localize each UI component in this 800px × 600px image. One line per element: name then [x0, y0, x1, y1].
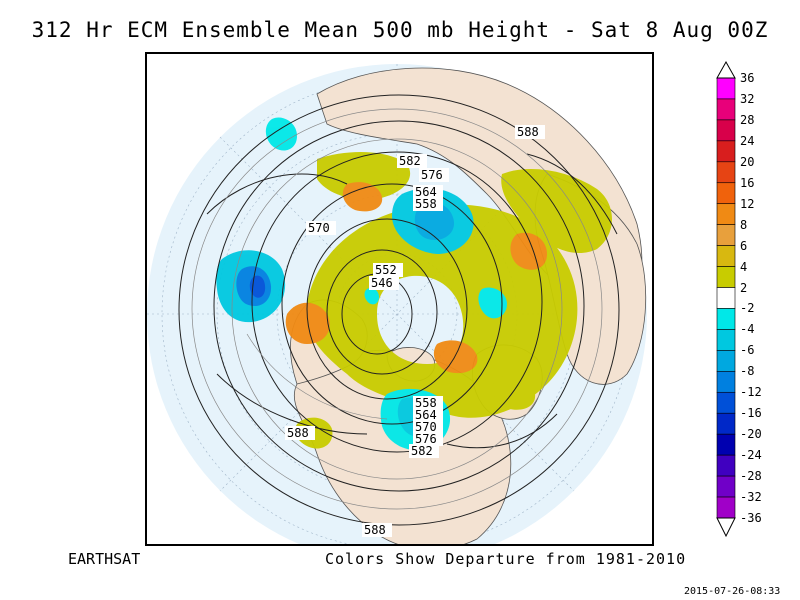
legend-tick-label: 12: [740, 196, 755, 211]
legend-color-swatch: [716, 329, 736, 351]
legend-tick-label: -32: [740, 490, 762, 505]
legend-color-swatch: [716, 496, 736, 519]
colors-note: Colors Show Departure from 1981-2010: [325, 550, 687, 568]
legend-color-swatch: [716, 475, 736, 498]
legend-tick-label: -6: [740, 343, 755, 358]
legend-tick-label: -8: [740, 364, 755, 379]
legend-tick-label: 6: [740, 238, 748, 253]
contour-label: 570: [415, 420, 437, 434]
contour-label: 546: [371, 276, 393, 290]
contour-label: 588: [287, 426, 309, 440]
contour-label: 552: [375, 263, 397, 277]
legend-tick-label: 16: [740, 175, 755, 190]
legend-tick-label: -16: [740, 406, 762, 421]
legend-tick-label: 24: [740, 133, 755, 148]
contour-label: 582: [411, 444, 433, 458]
legend-color-swatch: [716, 433, 736, 456]
contour-label: 576: [421, 168, 443, 182]
legend-tick-label: -12: [740, 385, 762, 400]
polar-map: 588 582 576 564 558 570 552 546 588 558 …: [145, 52, 654, 546]
legend-tick-label: -4: [740, 322, 755, 337]
legend-tick-label: 4: [740, 259, 748, 274]
legend-color-swatch: [716, 98, 736, 121]
legend-color-swatch: [716, 245, 736, 267]
contour-label: 558: [415, 396, 437, 410]
color-legend: 36 32 28 24 20 16 12 8 6 4 2 -2 -4 -6 -8 -12 -16 -20 -24 -2…: [716, 60, 796, 540]
legend-color-swatch: [716, 224, 736, 246]
legend-color-swatch: [716, 371, 736, 393]
contour-label-group: 588 582 576 564 558 570 552 546 588 558 …: [285, 125, 545, 537]
legend-tick-label: -2: [740, 301, 755, 316]
legend-color-swatch: [716, 77, 736, 100]
legend-tick-label: 2: [740, 280, 748, 295]
legend-tick-label: 28: [740, 112, 755, 127]
legend-color-swatch: [716, 266, 736, 288]
legend-color-swatch: [716, 182, 736, 205]
legend-arrow-top-icon: [716, 60, 736, 79]
map-title: 312 Hr ECM Ensemble Mean 500 mb Height -…: [31, 18, 769, 42]
timestamp: 2015-07-26-08:33: [684, 586, 781, 597]
legend-color-swatch: [716, 119, 736, 142]
contour-label: 564: [415, 185, 437, 199]
contour-label: 582: [399, 154, 421, 168]
legend-tick-label: 8: [740, 217, 748, 232]
legend-color-swatch: [716, 454, 736, 477]
brand-label: EARTHSAT: [68, 550, 141, 568]
legend-tick-label: -36: [740, 511, 762, 525]
color-legend-bar: [716, 60, 736, 538]
legend-arrow-bottom-icon: [716, 517, 736, 538]
contour-label: 564: [415, 408, 437, 422]
contour-label: 588: [364, 523, 386, 537]
height-contours: [178, 94, 620, 526]
legend-color-swatch: [716, 412, 736, 435]
legend-color-swatch: [716, 287, 736, 309]
contour-label: 588: [517, 125, 539, 139]
legend-color-swatch: [716, 203, 736, 225]
legend-tick-label: -28: [740, 469, 762, 484]
legend-color-swatch: [716, 140, 736, 163]
legend-color-swatch: [716, 308, 736, 330]
legend-tick-label: -24: [740, 448, 762, 463]
legend-tick-label: 36: [740, 71, 755, 85]
map-canvas: 588 582 576 564 558 570 552 546 588 558 …: [147, 64, 647, 544]
legend-tick-label: 32: [740, 91, 755, 106]
anomaly-contours: [191, 108, 603, 510]
legend-color-swatch: [716, 391, 736, 414]
contour-label: 558: [415, 197, 437, 211]
contour-label: 576: [415, 432, 437, 446]
legend-tick-label: -20: [740, 427, 762, 442]
legend-tick-label: 20: [740, 154, 755, 169]
contour-label: 570: [308, 221, 330, 235]
legend-color-swatch: [716, 161, 736, 184]
legend-color-swatch: [716, 350, 736, 372]
